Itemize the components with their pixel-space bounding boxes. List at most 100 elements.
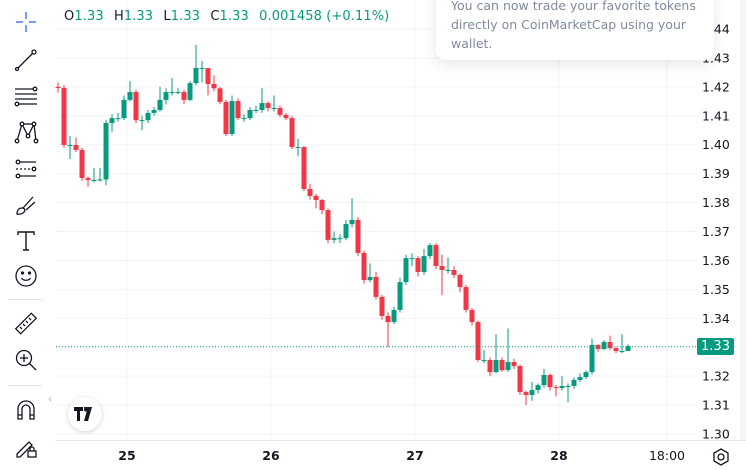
price-axis: 1.441.431.421.411.401.391.381.371.361.35… (702, 22, 730, 442)
candle-body (517, 366, 523, 393)
candle-body (325, 210, 331, 240)
pattern-icon[interactable] (8, 117, 44, 147)
candle-body (439, 265, 445, 270)
candle (223, 99, 229, 137)
candle-body (559, 385, 565, 389)
candle-body (337, 238, 343, 240)
candle (265, 101, 271, 112)
candle (199, 60, 205, 83)
settings-icon[interactable] (710, 446, 732, 468)
open-value: 1.33 (74, 9, 104, 24)
prediction-icon[interactable] (8, 154, 44, 184)
candle-body (589, 344, 595, 373)
candle-body (553, 387, 559, 389)
candle-body (319, 199, 325, 211)
high-value: 1.33 (123, 9, 154, 24)
candle (619, 334, 625, 354)
crosshair-icon[interactable] (8, 7, 44, 37)
candle-body (367, 276, 373, 281)
candle-body (247, 110, 253, 119)
close-value: 1.33 (219, 9, 249, 24)
candle-body (115, 118, 121, 120)
candle (73, 137, 79, 152)
candle (445, 257, 451, 274)
candle (457, 273, 463, 293)
text-icon[interactable] (8, 226, 44, 256)
candle-body (433, 245, 439, 266)
candle-body (505, 361, 511, 371)
candle (517, 364, 523, 395)
candle-body (445, 269, 451, 271)
emoji-icon[interactable] (8, 261, 44, 291)
candle (433, 243, 439, 270)
candle-body (61, 88, 67, 146)
candle-body (487, 359, 493, 373)
change-value: 0.001458 (+0.11%) (259, 9, 390, 24)
candle (595, 344, 601, 352)
candle (481, 350, 487, 364)
tradingview-logo[interactable] (68, 397, 102, 431)
candle (295, 138, 301, 157)
candle-body (121, 99, 127, 119)
candle-body (235, 101, 241, 119)
low-label: L (163, 9, 171, 24)
fib-retracement-icon[interactable] (8, 81, 44, 111)
candle-body (523, 392, 529, 395)
current-price-badge: 1.33 (697, 338, 734, 355)
candle (289, 115, 295, 150)
candle-body (187, 83, 193, 100)
candle (373, 272, 379, 300)
candle-body (223, 101, 229, 135)
candle (499, 357, 505, 372)
collapse-toolbar-button[interactable]: ‹ (48, 393, 52, 405)
candle (247, 107, 253, 121)
candle (127, 81, 133, 102)
candle (235, 98, 241, 121)
candle-body (565, 385, 571, 387)
candle-body (619, 350, 625, 352)
candle (187, 81, 193, 102)
price-tick-label: 1.34 (702, 311, 730, 326)
popup-text: You can now trade your favorite tokens d… (451, 0, 696, 51)
candle (529, 381, 535, 401)
candle (625, 344, 631, 351)
candle (109, 114, 115, 132)
price-tick-label: 1.37 (702, 224, 730, 239)
candle (385, 312, 391, 348)
candle-body (499, 359, 505, 371)
candle-body (175, 92, 181, 94)
candle (91, 167, 97, 183)
candle-body (295, 147, 301, 149)
time-tick-label: 26 (262, 448, 280, 463)
trend-line-icon[interactable] (8, 45, 44, 75)
trade-notification-popup[interactable]: You can now trade your favorite tokens d… (436, 0, 714, 60)
candle-body (73, 145, 79, 150)
ruler-icon[interactable] (8, 309, 44, 339)
close-label: C (210, 9, 220, 24)
candle (163, 88, 169, 105)
candle-body (277, 107, 283, 115)
candle-body (343, 223, 349, 239)
candle-body (595, 344, 601, 349)
price-tick-label: 1.40 (702, 137, 730, 152)
candle (229, 95, 235, 137)
price-tick-label: 1.32 (702, 369, 730, 384)
candle (487, 357, 493, 377)
candle-body (91, 180, 97, 182)
candle-body (457, 274, 463, 288)
tradingview-logo-icon (74, 407, 92, 421)
zoom-in-icon[interactable] (8, 345, 44, 375)
candle-body (139, 120, 145, 122)
magnet-icon[interactable] (8, 395, 44, 425)
lock-drawing-icon[interactable] (8, 432, 44, 462)
candle (559, 376, 565, 391)
candle-body (271, 107, 277, 109)
candle (343, 219, 349, 241)
candle-body (307, 188, 313, 196)
candle-body (133, 92, 139, 121)
brush-icon[interactable] (8, 190, 44, 220)
open-label: O (64, 9, 75, 24)
candle-body (169, 92, 175, 94)
candle-body (67, 145, 73, 147)
